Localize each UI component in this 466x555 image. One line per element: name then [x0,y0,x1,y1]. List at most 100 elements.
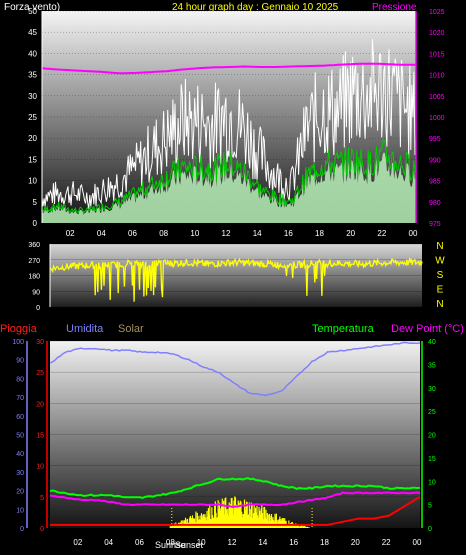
rain-y-axis: 0 5 10 15 20 25 30 [36,339,48,533]
humidity-tick-label: 0 [20,526,24,533]
direction-tick-label: 270 [28,258,40,265]
temperature-tick-label: 10 [428,479,436,486]
humidity-tick-label: 20 [16,489,24,496]
pressure-tick-label: 1010 [429,73,445,80]
climate-x-tick-label: 18 [320,538,329,547]
direction-tick-label: 0 [36,305,40,312]
compass-label: N [436,241,443,252]
direction-series [49,256,423,302]
climate-x-tick-label: 20 [351,538,360,547]
temperature-tick-label: 0 [428,526,432,533]
wind-tick-label: 20 [28,134,37,143]
wind-tick-label: 5 [33,198,38,207]
wind-x-tick-label: 06 [128,229,137,238]
rain-tick-label: 30 [36,339,44,346]
climate-x-tick-label: 04 [104,538,113,547]
humidity-tick-label: 10 [16,507,24,514]
rain-tick-label: 15 [36,433,44,440]
humidity-tick-label: 80 [16,376,24,383]
temperature-legend: Temperatura [312,323,375,335]
pressure-y-axis: 975 980 985 990 995 1000 1005 1010 1015 1020 1025 [415,9,445,228]
wind-x-tick-label: 14 [253,229,262,238]
wind-x-tick-label: 02 [66,229,75,238]
rain-line [50,495,421,526]
pressure-tick-label: 990 [429,157,441,164]
wind-gust-line [41,39,417,209]
pressure-tick-label: 1025 [429,9,445,16]
humidity-tick-label: 70 [16,395,24,402]
wind-speed-area [42,152,416,223]
direction-y-axis: 0 90 180 270 360 [28,242,51,312]
wind-x-tick-label: 18 [315,229,324,238]
rain-tick-label: 10 [36,464,44,471]
direction-tick-label: 90 [32,289,40,296]
humidity-legend: Umidita [66,323,104,335]
pressure-line [41,62,416,75]
compass-label: E [437,285,444,296]
climate-x-tick-label: 12 [228,538,237,547]
temperature-tick-label: 35 [428,362,436,369]
wind-y-axis: 0 5 10 15 20 25 30 35 40 45 50 [28,7,43,228]
sunset-label: Sunset [175,540,204,550]
rain-tick-label: 20 [36,401,44,408]
temperature-tick-label: 20 [428,433,436,440]
temperature-tick-label: 15 [428,456,436,463]
wind-x-tick-label: 00 [409,229,418,238]
wind-tick-label: 15 [28,155,37,164]
pressure-axis-title: Pressione [372,2,417,13]
temperature-tick-label: 40 [428,339,436,346]
climate-x-tick-label: 10 [197,538,206,547]
wind-series [41,39,417,223]
pressure-tick-label: 1015 [429,51,445,58]
wind-axis-title: Forza vento) [4,2,60,13]
compass-label: S [437,270,444,281]
pressure-tick-label: 1000 [429,115,445,122]
rain-tick-label: 5 [40,495,44,502]
humidity-line [49,341,421,397]
dewpoint-legend: Dew Point (°C) [391,323,464,335]
humidity-tick-label: 90 [16,358,24,365]
wind-tick-label: 40 [28,49,37,58]
temperature-tick-label: 30 [428,386,436,393]
humidity-tick-label: 60 [16,414,24,421]
wind-x-tick-label: 08 [159,229,168,238]
solar-legend: Solar [118,323,144,335]
humidity-tick-label: 30 [16,470,24,477]
direction-plot-area [50,244,422,307]
dewpoint-line [49,491,421,509]
pressure-tick-label: 975 [429,221,441,228]
climate-x-axis: 02 04 06 08 10 12 14 16 18 20 22 00 [73,538,422,547]
wind-x-tick-label: 12 [222,229,231,238]
wind-direction-line [49,256,423,302]
wind-tick-label: 35 [28,71,37,80]
humidity-tick-label: 40 [16,451,24,458]
climate-x-tick-label: 08 [166,538,175,547]
wind-tick-label: 30 [28,92,37,101]
climate-x-tick-label: 02 [73,538,82,547]
climate-x-tick-label: 14 [258,538,267,547]
wind-tick-label: 10 [28,177,37,186]
climate-x-tick-label: 22 [382,538,391,547]
temperature-y-axis: 0 5 10 15 20 25 30 35 40 [421,339,436,533]
temperature-tick-label: 5 [428,503,432,510]
wind-speed-line [41,139,417,215]
humidity-tick-label: 100 [12,339,24,346]
rain-tick-label: 25 [36,370,44,377]
wind-tick-label: 0 [33,219,38,228]
direction-tick-label: 360 [28,242,40,249]
humidity-y-axis: 0 10 20 30 40 50 60 70 80 90 100 [12,339,28,533]
pressure-tick-label: 1020 [429,30,445,37]
wind-tick-label: 50 [28,7,37,16]
climate-x-tick-label: 00 [413,538,422,547]
wind-x-tick-label: 20 [346,229,355,238]
wind-x-axis: 02 04 06 08 10 12 14 16 18 20 22 00 [66,229,418,238]
wind-x-tick-label: 16 [284,229,293,238]
wind-tick-label: 25 [28,113,37,122]
sunrise-label: Sunrise [155,540,186,550]
wind-x-tick-label: 22 [377,229,386,238]
pressure-tick-label: 1005 [429,94,445,101]
wind-x-tick-label: 10 [190,229,199,238]
climate-x-tick-label: 16 [289,538,298,547]
